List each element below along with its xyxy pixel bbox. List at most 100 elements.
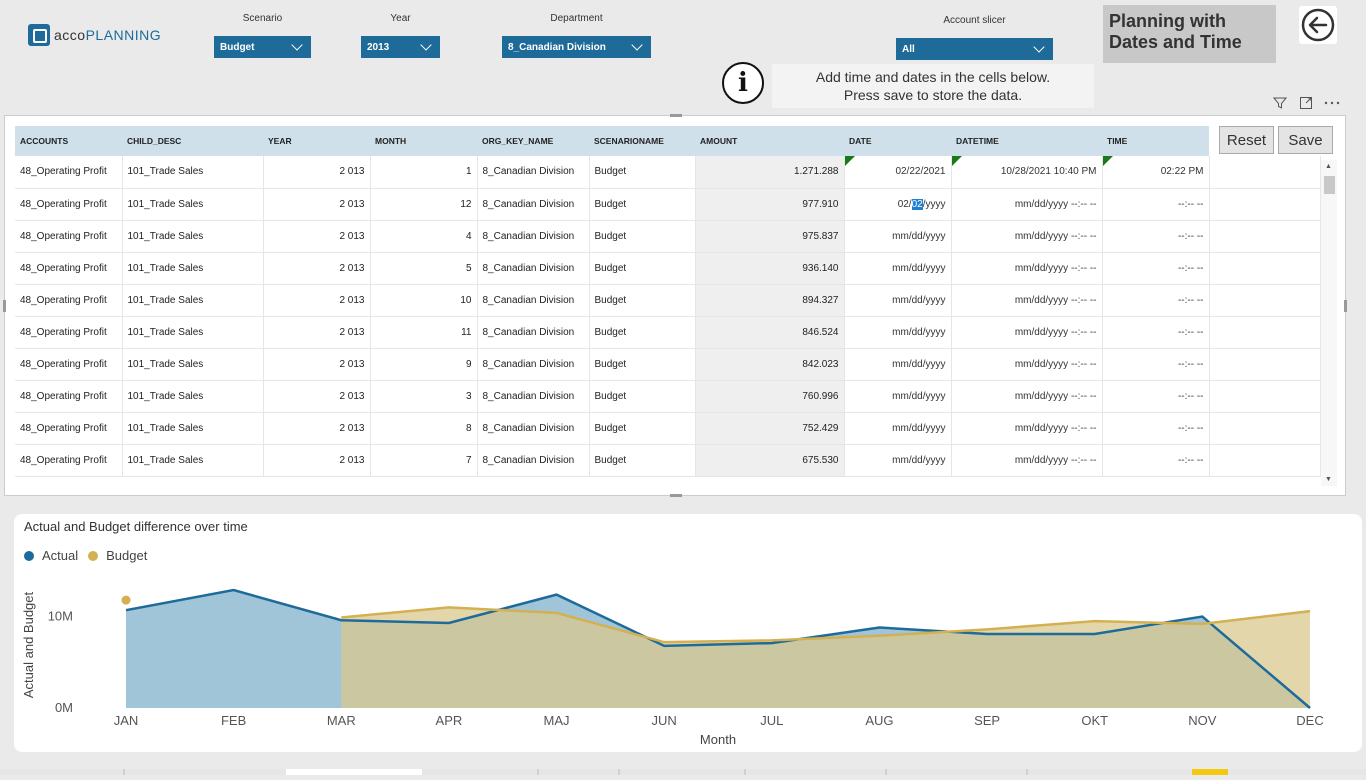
- resize-handle[interactable]: [3, 300, 6, 312]
- column-header[interactable]: YEAR: [263, 126, 370, 156]
- cell-month: 10: [370, 284, 478, 317]
- time-input[interactable]: --:-- --: [1102, 316, 1210, 349]
- cell-child-desc: 101_Trade Sales: [122, 284, 264, 317]
- date-input[interactable]: 02/22/2021: [844, 156, 952, 189]
- cell-scenario: Budget: [589, 316, 696, 349]
- cell-org-key-name: 8_Canadian Division: [477, 284, 590, 317]
- scroll-thumb[interactable]: [1324, 176, 1335, 194]
- date-input[interactable]: mm/dd/yyyy: [844, 220, 952, 253]
- cell-empty: [1209, 252, 1321, 285]
- cell-amount: 975.837: [695, 220, 845, 253]
- reset-button[interactable]: Reset: [1219, 126, 1274, 154]
- date-input[interactable]: mm/dd/yyyy: [844, 284, 952, 317]
- resize-handle[interactable]: [670, 494, 682, 497]
- datetime-input[interactable]: mm/dd/yyyy --:-- --: [951, 252, 1103, 285]
- scenario-dropdown[interactable]: Budget: [214, 36, 311, 58]
- accoplanning-logo: accoPLANNING: [28, 24, 161, 46]
- column-header[interactable]: CHILD_DESC: [122, 126, 263, 156]
- date-input[interactable]: mm/dd/yyyy: [844, 252, 952, 285]
- scroll-down-icon[interactable]: ▼: [1325, 476, 1332, 483]
- column-header[interactable]: DATE: [844, 126, 951, 156]
- focus-mode-icon[interactable]: [1296, 94, 1316, 112]
- info-line1: Add time and dates in the cells below.: [815, 69, 1051, 85]
- year-dropdown[interactable]: 2013: [361, 36, 440, 58]
- account-slicer-dropdown[interactable]: All: [896, 38, 1053, 60]
- page-tabs: [0, 769, 1366, 775]
- planning-table-visual: ACCOUNTS CHILD_DESC YEAR MONTH ORG_KEY_N…: [3, 114, 1347, 497]
- scenario-label: Scenario: [242, 13, 283, 24]
- area-chart: 10M 0M Actual and Budget JAN FEB MAR APR MAJ JUN…: [21, 588, 1324, 747]
- back-button[interactable]: [1299, 6, 1337, 44]
- time-input[interactable]: --:-- --: [1102, 284, 1210, 317]
- legend-actual-marker: [24, 550, 34, 561]
- cell-year: 2 013: [263, 252, 371, 285]
- time-input[interactable]: --:-- --: [1102, 348, 1210, 381]
- cell-org-key-name: 8_Canadian Division: [477, 220, 590, 253]
- date-input-selected-part: 02: [911, 198, 923, 210]
- cell-amount: 846.524: [695, 316, 845, 349]
- datetime-input[interactable]: mm/dd/yyyy --:-- --: [951, 316, 1103, 349]
- edited-flag-icon: [1102, 156, 1113, 166]
- datetime-input[interactable]: mm/dd/yyyy --:-- --: [951, 444, 1103, 477]
- resize-handle[interactable]: [670, 114, 682, 117]
- x-tick-label: MAJ: [544, 713, 570, 728]
- datetime-input[interactable]: mm/dd/yyyy --:-- --: [951, 220, 1103, 253]
- cell-child-desc: 101_Trade Sales: [122, 444, 264, 477]
- column-header[interactable]: TIME: [1102, 126, 1209, 156]
- time-input[interactable]: --:-- --: [1102, 380, 1210, 413]
- logo-text-a: acco: [54, 27, 86, 43]
- datetime-input[interactable]: mm/dd/yyyy --:-- --: [951, 380, 1103, 413]
- time-input[interactable]: --:-- --: [1102, 188, 1210, 221]
- data-table: ACCOUNTS CHILD_DESC YEAR MONTH ORG_KEY_N…: [15, 126, 1321, 477]
- datetime-input[interactable]: mm/dd/yyyy --:-- --: [951, 348, 1103, 381]
- filter-icon[interactable]: [1270, 94, 1290, 112]
- date-input[interactable]: 02/02/yyyy: [844, 188, 952, 221]
- chevron-down-icon: [1033, 41, 1045, 53]
- time-input[interactable]: --:-- --: [1102, 412, 1210, 445]
- table-scrollbar[interactable]: ▲ ▼: [1321, 160, 1337, 486]
- date-input[interactable]: mm/dd/yyyy: [844, 380, 952, 413]
- cell-month: 12: [370, 188, 478, 221]
- department-label: Department: [550, 13, 603, 24]
- datetime-input[interactable]: mm/dd/yyyy --:-- --: [951, 188, 1103, 221]
- cell-org-key-name: 8_Canadian Division: [477, 444, 590, 477]
- date-input[interactable]: mm/dd/yyyy: [844, 444, 952, 477]
- save-button[interactable]: Save: [1278, 126, 1333, 154]
- table-row: 48_Operating Profit 101_Trade Sales 2 013 8…: [15, 412, 1321, 445]
- column-header[interactable]: ORG_KEY_NAME: [477, 126, 589, 156]
- x-tick-label: APR: [436, 713, 463, 728]
- time-input[interactable]: 02:22 PM: [1102, 156, 1210, 189]
- scroll-up-icon[interactable]: ▲: [1325, 163, 1332, 170]
- cell-account: 48_Operating Profit: [15, 284, 123, 317]
- more-options-icon[interactable]: [1322, 94, 1342, 112]
- column-header[interactable]: ACCOUNTS: [15, 126, 122, 156]
- time-input[interactable]: --:-- --: [1102, 220, 1210, 253]
- cell-empty: [1209, 316, 1321, 349]
- column-header[interactable]: SCENARIONAME: [589, 126, 695, 156]
- time-input[interactable]: --:-- --: [1102, 252, 1210, 285]
- date-input[interactable]: mm/dd/yyyy: [844, 316, 952, 349]
- date-input[interactable]: mm/dd/yyyy: [844, 348, 952, 381]
- cell-empty: [1209, 444, 1321, 477]
- datetime-input[interactable]: mm/dd/yyyy --:-- --: [951, 284, 1103, 317]
- column-header[interactable]: MONTH: [370, 126, 477, 156]
- legend-actual-label[interactable]: Actual: [42, 548, 79, 563]
- resize-handle[interactable]: [1344, 300, 1347, 312]
- datetime-input[interactable]: 10/28/2021 10:40 PM: [951, 156, 1103, 189]
- cell-scenario: Budget: [589, 188, 696, 221]
- visual-header-icons: [1270, 94, 1342, 112]
- department-dropdown[interactable]: 8_Canadian Division: [502, 36, 651, 58]
- column-header[interactable]: AMOUNT: [695, 126, 844, 156]
- cell-year: 2 013: [263, 316, 371, 349]
- info-message: Add time and dates in the cells below. P…: [772, 64, 1094, 108]
- cell-month: 1: [370, 156, 478, 189]
- x-tick-label: JUL: [760, 713, 783, 728]
- x-axis-label: Month: [700, 732, 736, 747]
- time-input[interactable]: --:-- --: [1102, 444, 1210, 477]
- legend-budget-label[interactable]: Budget: [106, 548, 148, 563]
- table-row: 48_Operating Profit 101_Trade Sales 2 013 1…: [15, 188, 1321, 221]
- datetime-input[interactable]: mm/dd/yyyy --:-- --: [951, 412, 1103, 445]
- date-input[interactable]: mm/dd/yyyy: [844, 412, 952, 445]
- cell-amount: 936.140: [695, 252, 845, 285]
- column-header[interactable]: DATETIME: [951, 126, 1102, 156]
